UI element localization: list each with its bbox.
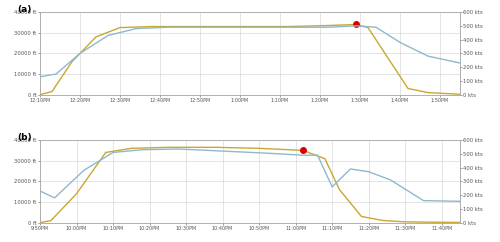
Text: (b): (b) (17, 134, 32, 143)
Text: (a): (a) (17, 6, 32, 15)
